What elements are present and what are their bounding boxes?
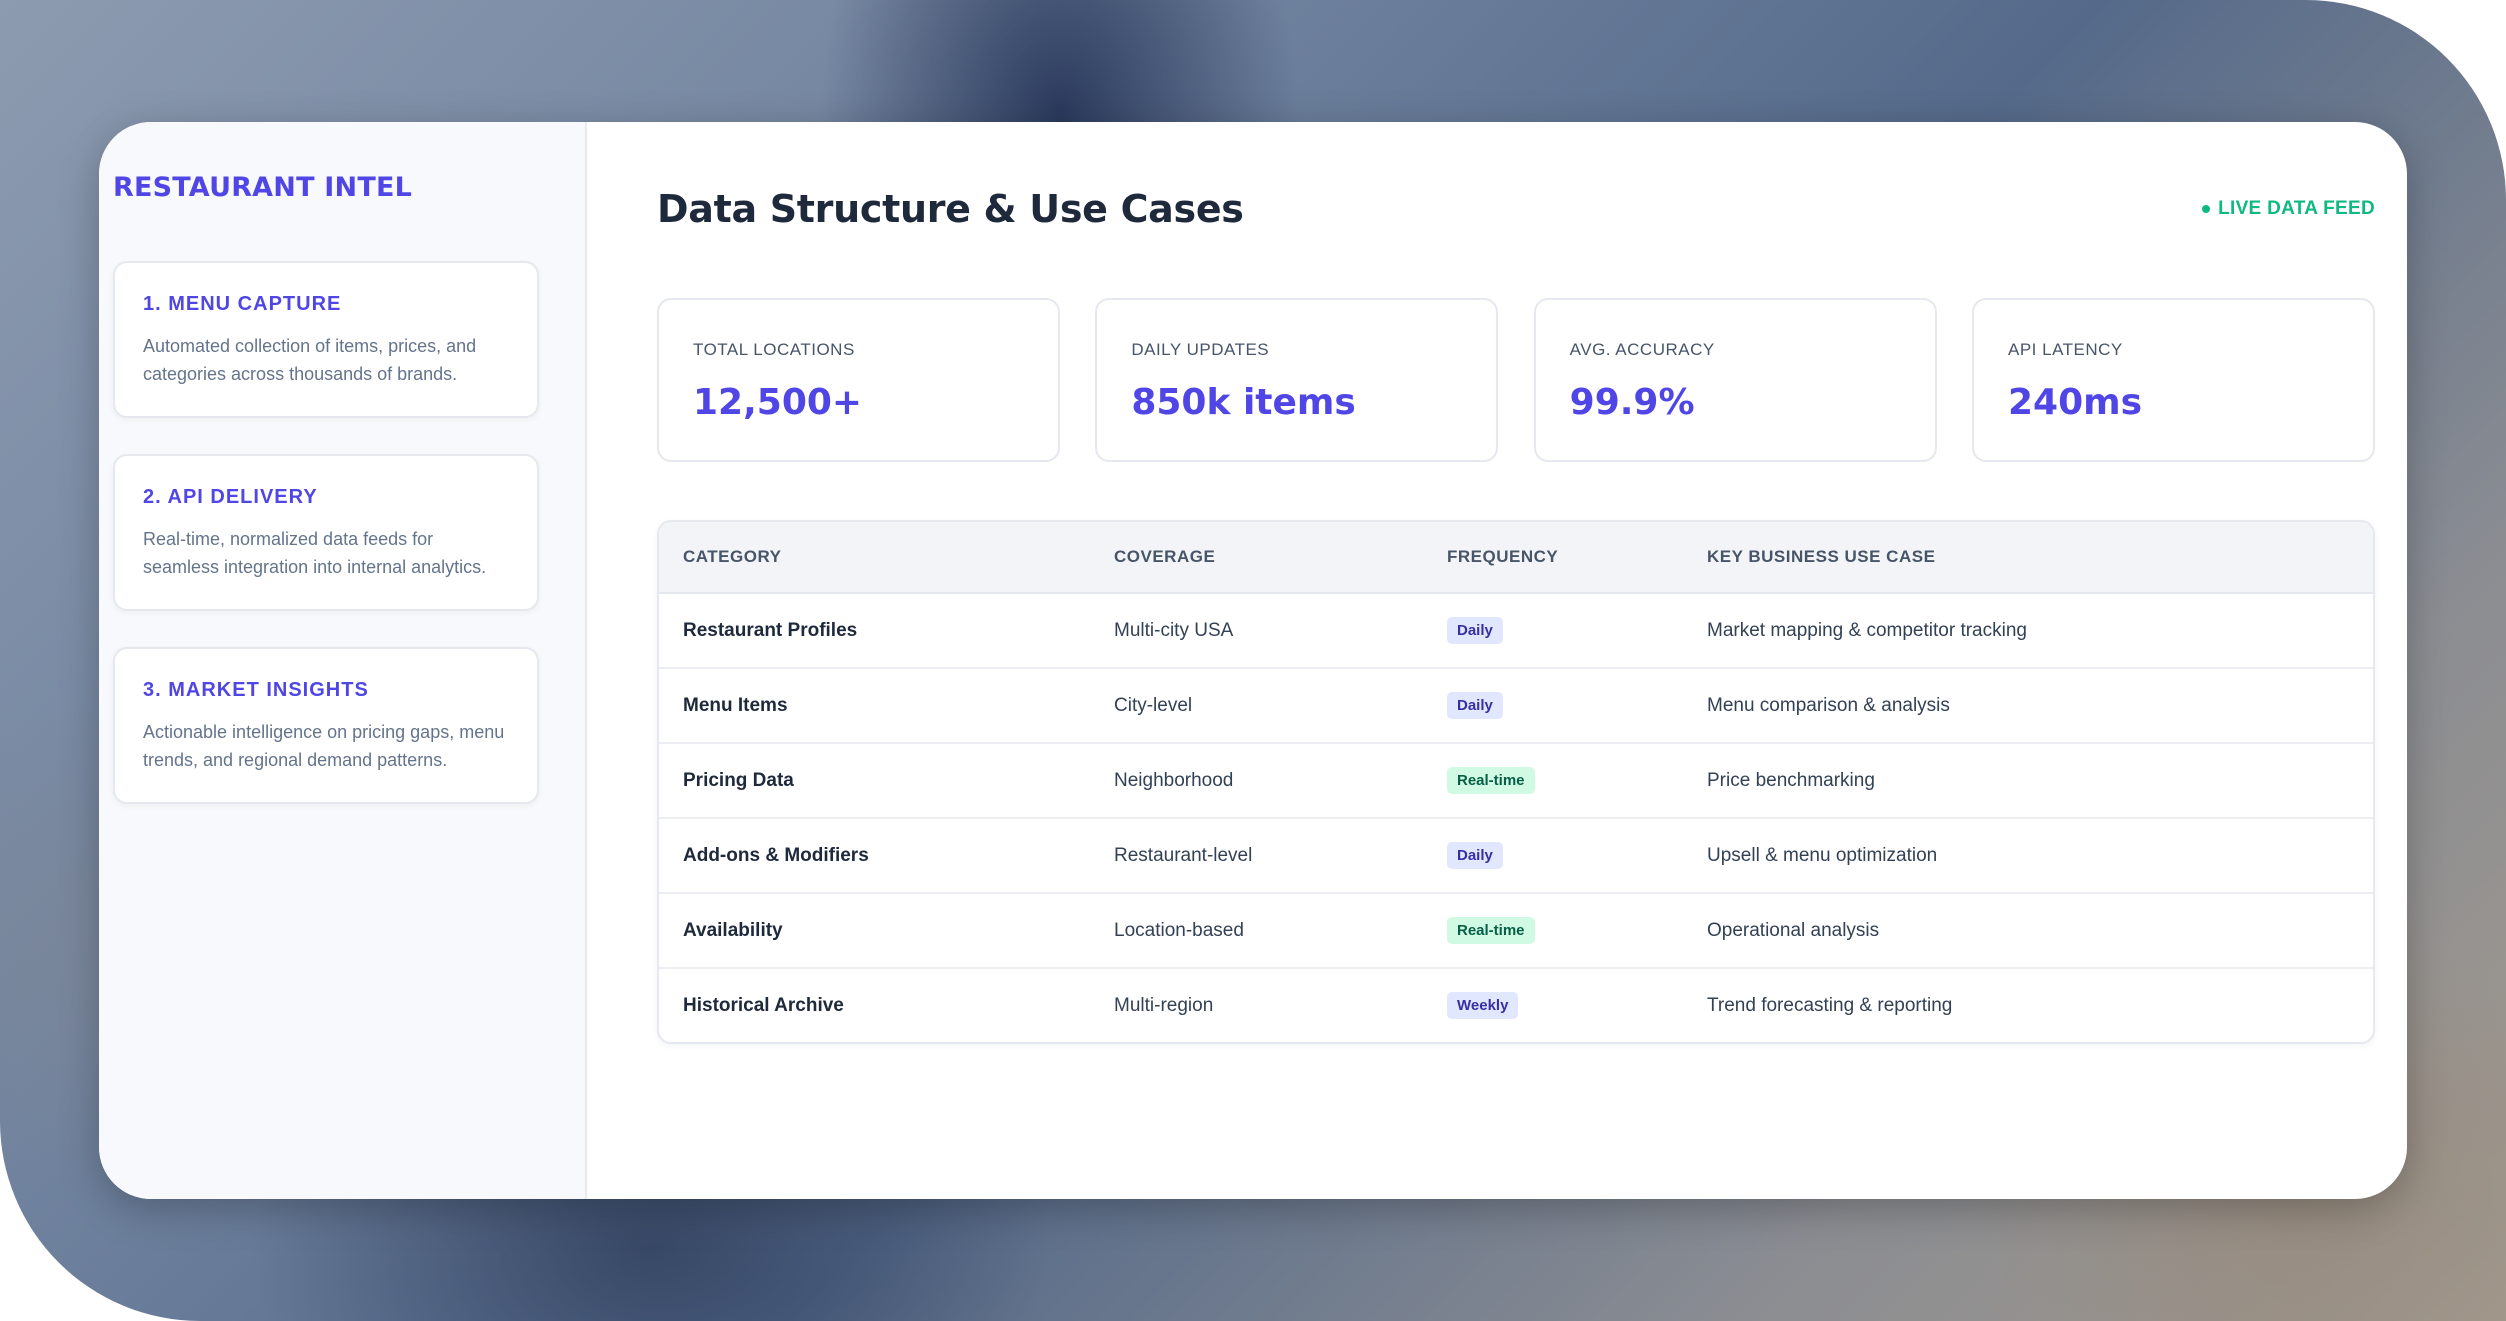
cell-category: Availability xyxy=(659,893,1090,969)
cell-coverage: City-level xyxy=(1090,668,1423,744)
cell-frequency: Daily xyxy=(1423,818,1683,894)
brand-logo: RESTAURANT INTEL xyxy=(113,172,413,203)
table-row[interactable]: Menu Items City-level Daily Menu compari… xyxy=(659,668,2373,744)
frequency-badge: Weekly xyxy=(1447,992,1519,1019)
step-description: Actionable intelligence on pricing gaps,… xyxy=(143,722,505,770)
cell-use-case: Price benchmarking xyxy=(1683,743,2373,819)
table-row[interactable]: Historical Archive Multi-region Weekly T… xyxy=(659,968,2373,1042)
stat-label: AVG. ACCURACY xyxy=(1569,340,1715,359)
cell-frequency: Daily xyxy=(1423,668,1683,744)
page-title: Data Structure & Use Cases xyxy=(657,187,1244,231)
table-header-row: CATEGORY COVERAGE FREQUENCY KEY BUSINESS… xyxy=(659,522,2373,594)
stat-card-avg-accuracy: AVG. ACCURACY 99.9% xyxy=(1533,298,1937,462)
table-row[interactable]: Availability Location-based Real-time Op… xyxy=(659,893,2373,969)
stat-value: 12,500+ xyxy=(693,382,863,423)
cell-coverage: Multi-city USA xyxy=(1090,593,1423,669)
step-card-market-insights[interactable]: 3. MARKET INSIGHTS Actionable intelligen… xyxy=(113,647,539,804)
dashboard-card: RESTAURANT INTEL 1. MENU CAPTURE Automat… xyxy=(99,122,2407,1199)
step-title: 1. MENU CAPTURE xyxy=(143,293,342,315)
live-status-label: LIVE DATA FEED xyxy=(2218,198,2375,219)
cell-coverage: Multi-region xyxy=(1114,994,1214,1016)
live-dot-icon xyxy=(2202,205,2211,213)
cell-coverage: Location-based xyxy=(1090,893,1423,969)
cell-category: Add-ons & Modifiers xyxy=(659,818,1090,894)
frequency-badge: Real-time xyxy=(1447,917,1535,944)
frequency-badge: Daily xyxy=(1447,692,1503,719)
cell-frequency: Daily xyxy=(1423,593,1683,669)
step-description: Real-time, normalized data feeds for sea… xyxy=(143,529,487,577)
cell-use-case: Trend forecasting & reporting xyxy=(1707,994,1953,1016)
cell-coverage: Restaurant-level xyxy=(1090,818,1423,894)
header: Data Structure & Use Cases LIVE DATA FEE… xyxy=(657,184,2375,234)
column-header-category: CATEGORY xyxy=(659,522,1090,594)
step-description: Automated collection of items, prices, a… xyxy=(143,336,477,384)
frequency-badge: Real-time xyxy=(1447,767,1535,794)
cell-category: Historical Archive xyxy=(683,994,844,1016)
stat-value: 850k items xyxy=(1131,382,1356,423)
column-header-coverage: COVERAGE xyxy=(1090,522,1423,594)
cell-frequency: Weekly xyxy=(1423,968,1683,1042)
cell-use-case: Upsell & menu optimization xyxy=(1683,818,2373,894)
cell-category: Menu Items xyxy=(659,668,1090,744)
column-header-frequency: FREQUENCY xyxy=(1423,522,1683,594)
sidebar: RESTAURANT INTEL 1. MENU CAPTURE Automat… xyxy=(99,122,587,1199)
main-content: Data Structure & Use Cases LIVE DATA FEE… xyxy=(587,122,2407,1199)
stat-card-total-locations: TOTAL LOCATIONS 12,500+ xyxy=(657,298,1060,462)
step-title: 2. API DELIVERY xyxy=(143,486,318,508)
cell-category: Restaurant Profiles xyxy=(659,593,1090,669)
live-status: LIVE DATA FEED xyxy=(2202,198,2375,220)
cell-frequency: Real-time xyxy=(1423,743,1683,819)
step-card-menu-capture[interactable]: 1. MENU CAPTURE Automated collection of … xyxy=(113,261,539,418)
column-header-use-case: KEY BUSINESS USE CASE xyxy=(1683,522,2373,594)
table-row[interactable]: Add-ons & Modifiers Restaurant-level Dai… xyxy=(659,818,2373,894)
stat-label: DAILY UPDATES xyxy=(1131,340,1270,359)
frequency-badge: Daily xyxy=(1447,842,1503,869)
cell-coverage: Neighborhood xyxy=(1090,743,1423,819)
stat-card-api-latency: API LATENCY 240ms xyxy=(1971,298,2375,462)
stat-value: 99.9% xyxy=(1569,382,1695,423)
cell-frequency: Real-time xyxy=(1423,893,1683,969)
data-table: CATEGORY COVERAGE FREQUENCY KEY BUSINESS… xyxy=(657,520,2375,1044)
stat-label: API LATENCY xyxy=(2007,340,2123,359)
cell-use-case: Operational analysis xyxy=(1683,893,2373,969)
frequency-badge: Daily xyxy=(1447,617,1503,644)
stat-label: TOTAL LOCATIONS xyxy=(693,340,855,359)
cell-use-case: Market mapping & competitor tracking xyxy=(1683,593,2373,669)
cell-use-case: Menu comparison & analysis xyxy=(1683,668,2373,744)
stats-row: TOTAL LOCATIONS 12,500+ DAILY UPDATES 85… xyxy=(657,298,2375,462)
stat-card-daily-updates: DAILY UPDATES 850k items xyxy=(1095,298,1499,462)
table-row[interactable]: Restaurant Profiles Multi-city USA Daily… xyxy=(659,593,2373,669)
stat-value: 240ms xyxy=(2007,382,2143,423)
cell-category: Pricing Data xyxy=(659,743,1090,819)
table-row[interactable]: Pricing Data Neighborhood Real-time Pric… xyxy=(659,743,2373,819)
step-title: 3. MARKET INSIGHTS xyxy=(143,679,369,701)
step-card-api-delivery[interactable]: 2. API DELIVERY Real-time, normalized da… xyxy=(113,454,539,611)
